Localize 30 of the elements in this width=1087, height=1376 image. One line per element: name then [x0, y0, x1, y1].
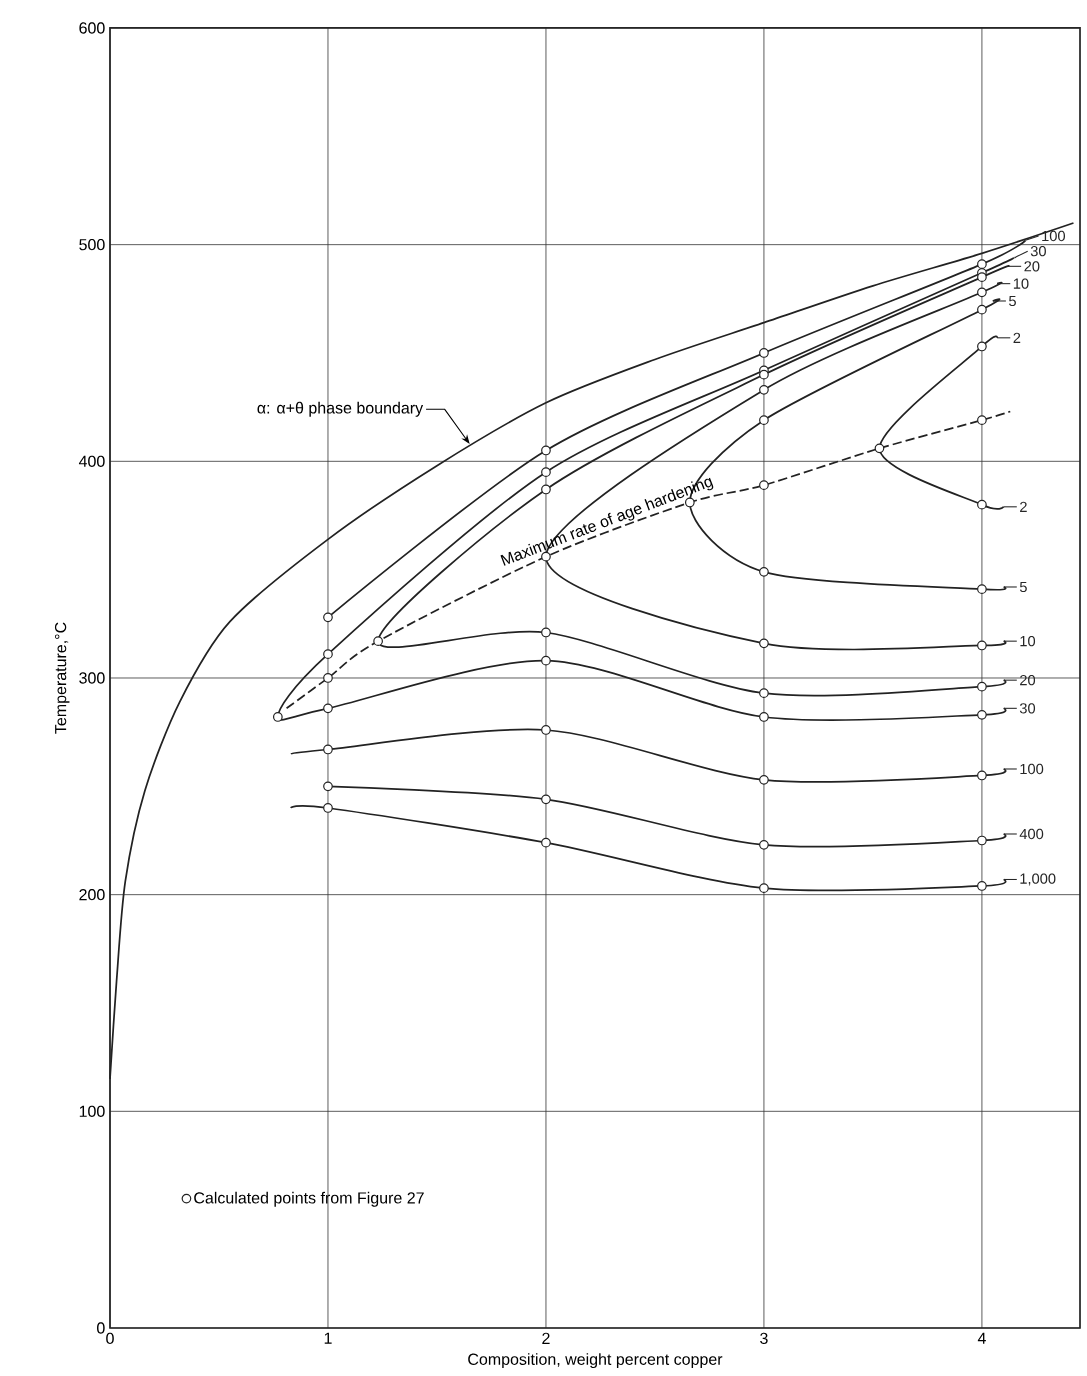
text: 10 — [1020, 635, 1036, 647]
text: 20 — [1024, 261, 1040, 272]
legend-label: 20 — [1020, 674, 1036, 686]
y-tick-label: 200 — [79, 889, 105, 901]
x-tick-label: 0 — [106, 1332, 114, 1345]
text: 2 — [1020, 501, 1027, 512]
legend-label: 30 — [1020, 703, 1036, 714]
x-tick-label: 3 — [760, 1332, 768, 1345]
legend-label: 400 — [1019, 828, 1044, 840]
y-tick-label: 0 — [97, 1322, 105, 1334]
y-tick-label: 500 — [79, 238, 105, 251]
y-tick-label: 600 — [79, 22, 105, 34]
legend-label: 10 — [1014, 278, 1029, 289]
x-axis-title: Composition, weight percent copper — [468, 1353, 723, 1369]
text: 30 — [1030, 245, 1047, 257]
text: 5 — [1020, 581, 1028, 593]
legend-label: 100 — [1020, 763, 1044, 775]
y-tick-label: 300 — [79, 672, 105, 684]
annotation: α: α+θ phase boundary — [257, 401, 424, 417]
legend-label: Calculated points from Figure 27 — [194, 1191, 424, 1207]
legend-label: 1,000 — [1020, 873, 1056, 886]
legend-label: 5 — [1009, 295, 1017, 307]
y-tick-label: 400 — [79, 455, 105, 467]
y-axis-title: Temperature,°C — [55, 622, 70, 734]
x-tick-label: 4 — [978, 1332, 987, 1344]
legend-label: 2 — [1013, 332, 1021, 343]
legend-label: 100 — [1042, 230, 1066, 242]
x-tick-label: 2 — [542, 1332, 550, 1344]
x-tick-label: 1 — [324, 1332, 332, 1344]
y-tick-label: 100 — [79, 1105, 105, 1117]
